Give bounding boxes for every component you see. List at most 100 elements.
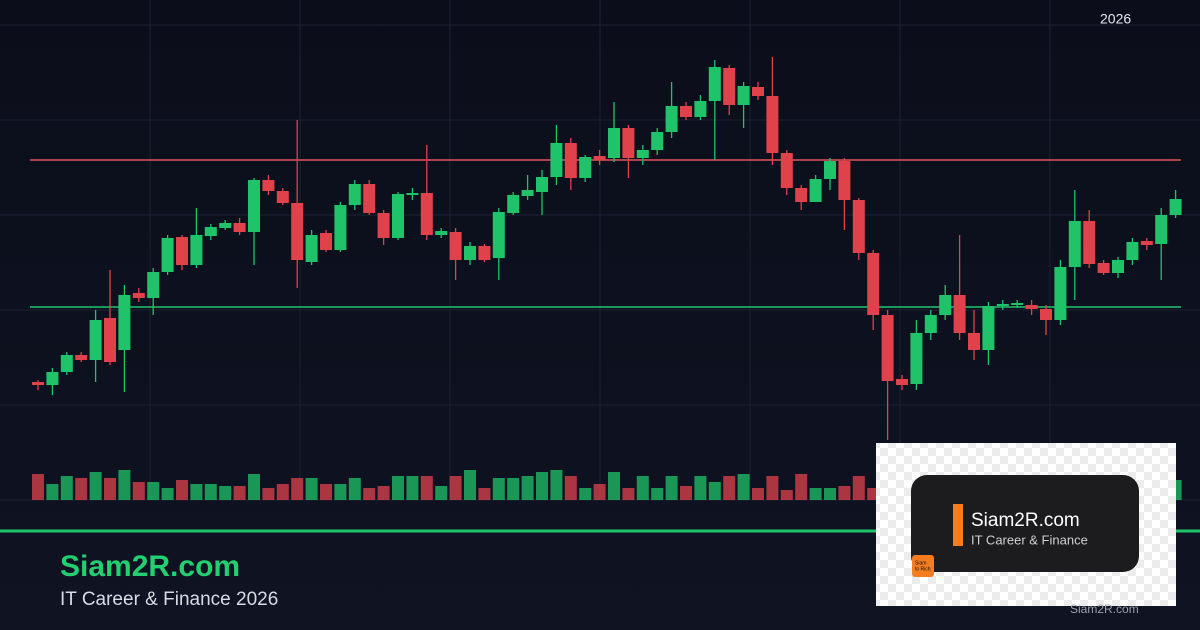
candle-body	[924, 315, 937, 333]
volume-bar	[852, 476, 865, 500]
candle-body	[32, 382, 44, 385]
logo-bar	[953, 504, 963, 546]
candle-body	[1040, 309, 1052, 320]
volume-bar	[32, 474, 44, 500]
candle-body	[1011, 303, 1024, 305]
candle-body	[852, 200, 865, 253]
logo-badge-text: Siam	[915, 560, 926, 566]
candle-body	[881, 315, 894, 381]
candle-body	[766, 96, 779, 153]
volume-bar	[219, 486, 232, 500]
volume-bar	[305, 478, 318, 500]
candle-body	[161, 238, 174, 272]
volume-bar	[262, 488, 275, 500]
volume-bar	[507, 478, 520, 500]
volume-bar	[363, 488, 376, 500]
candle-body	[60, 355, 73, 372]
candle-body	[334, 205, 347, 250]
volume-bar	[233, 486, 246, 500]
candle-body	[492, 212, 505, 258]
candle-body	[550, 143, 563, 177]
candle-body	[449, 232, 462, 260]
candle-body	[1112, 260, 1124, 273]
candle-body	[1054, 267, 1067, 320]
brand: Siam2R.com	[60, 550, 240, 583]
watermark: Siam2R.com	[1070, 602, 1139, 616]
volume-bar	[809, 488, 822, 500]
year-label: 2026	[1100, 11, 1131, 27]
volume-bar	[176, 480, 188, 500]
volume-bar	[104, 478, 116, 500]
candle-body	[1126, 242, 1139, 260]
candle-body	[651, 132, 664, 150]
candle-body	[809, 179, 822, 202]
candle-body	[896, 379, 908, 385]
volume-bar	[435, 486, 448, 500]
candle-body	[377, 213, 390, 238]
volume-bar	[521, 476, 534, 500]
candle-body	[478, 246, 491, 260]
candle-body	[104, 318, 116, 362]
candle-body	[1068, 221, 1081, 267]
candle-body	[1025, 305, 1038, 309]
candle-body	[521, 190, 534, 196]
volume-bar	[147, 482, 160, 500]
candle-body	[276, 191, 289, 203]
volume-bar	[593, 484, 606, 500]
candle-body	[89, 320, 102, 360]
candle-body	[795, 188, 808, 202]
candle-body	[1140, 241, 1153, 245]
candle-body	[737, 86, 750, 105]
candle-body	[420, 193, 433, 235]
grid	[0, 0, 1200, 501]
volume-bar	[564, 476, 577, 500]
volume-bar	[780, 490, 793, 500]
candle-body	[982, 306, 995, 350]
logo-badge	[912, 555, 934, 577]
candle-body	[564, 143, 577, 178]
volume-bar	[377, 486, 390, 500]
candle-body	[406, 193, 419, 195]
volume-bar	[636, 476, 649, 500]
volume-bar	[651, 488, 664, 500]
volume-bar	[132, 482, 145, 500]
volume-bar	[406, 476, 419, 500]
candle-body	[968, 333, 980, 350]
candle-body	[1097, 263, 1110, 273]
volume-bar	[766, 476, 779, 500]
candle-body	[636, 150, 649, 158]
candle-body	[694, 101, 707, 117]
candle-body	[953, 295, 966, 333]
candle-body	[680, 106, 692, 117]
volume-bar	[752, 488, 764, 500]
volume-bar	[449, 476, 462, 500]
candle-body	[464, 246, 476, 260]
volume-bar	[795, 474, 808, 500]
candle-body	[46, 372, 59, 385]
volume-bar	[161, 488, 174, 500]
volume-bar	[204, 484, 217, 500]
candle-body	[75, 355, 88, 360]
candle-body	[665, 106, 678, 132]
volume-bar	[190, 484, 203, 500]
volume-bar	[420, 476, 433, 500]
candle-body	[176, 237, 188, 265]
candle-body	[190, 235, 203, 265]
volume-bar	[680, 486, 692, 500]
candle-body	[622, 128, 635, 158]
volume-bar	[536, 472, 548, 500]
candle-body	[939, 295, 952, 315]
candle-body	[204, 227, 217, 236]
volume-bar	[320, 484, 332, 500]
candle-body	[147, 272, 160, 298]
candle-body	[910, 333, 923, 384]
volume-bar	[478, 488, 491, 500]
volume-bar	[838, 486, 851, 500]
candle-body	[579, 157, 592, 178]
volume-bar	[248, 474, 260, 500]
candle-body	[132, 293, 145, 298]
candle-body	[219, 223, 232, 228]
volume-bar	[608, 472, 620, 500]
